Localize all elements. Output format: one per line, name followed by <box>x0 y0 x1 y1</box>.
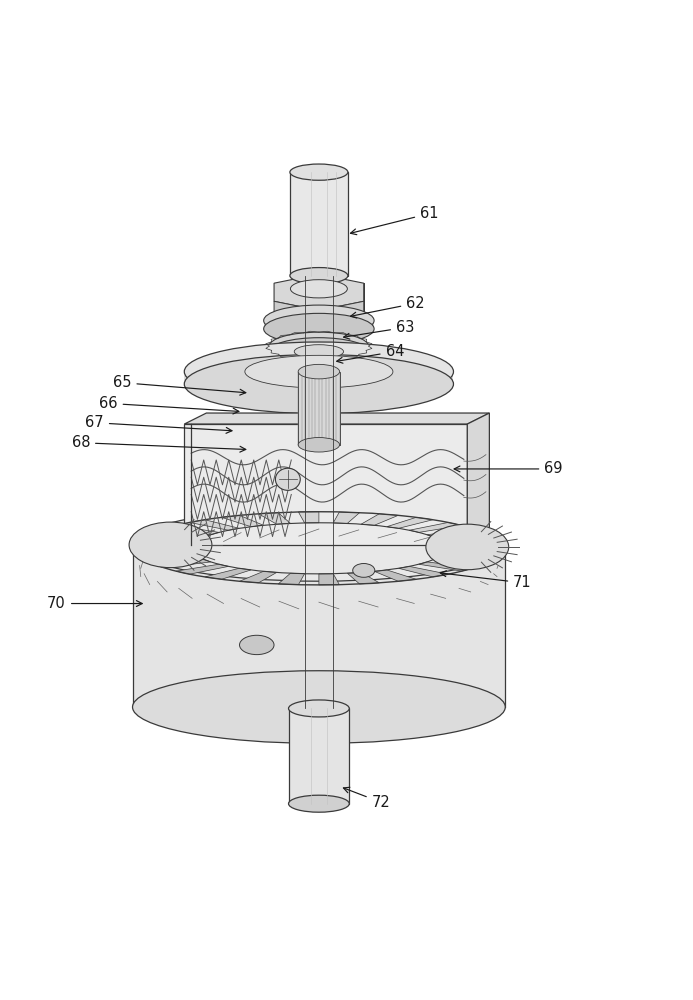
Ellipse shape <box>275 468 300 490</box>
Ellipse shape <box>288 795 349 812</box>
Polygon shape <box>184 372 453 384</box>
Ellipse shape <box>132 671 505 743</box>
Text: 64: 64 <box>337 344 404 363</box>
Ellipse shape <box>426 524 509 570</box>
Text: 70: 70 <box>47 596 142 611</box>
Polygon shape <box>299 512 319 523</box>
Ellipse shape <box>129 522 212 568</box>
Ellipse shape <box>298 438 340 452</box>
Polygon shape <box>176 564 229 574</box>
Ellipse shape <box>290 280 347 298</box>
Polygon shape <box>446 544 502 548</box>
Text: 66: 66 <box>99 396 239 414</box>
Ellipse shape <box>288 700 349 717</box>
Text: 63: 63 <box>344 320 414 339</box>
Ellipse shape <box>295 345 344 359</box>
Polygon shape <box>298 372 340 445</box>
Polygon shape <box>137 540 195 545</box>
Polygon shape <box>409 522 462 532</box>
Polygon shape <box>319 574 340 585</box>
Polygon shape <box>154 559 211 568</box>
Ellipse shape <box>184 342 453 401</box>
Ellipse shape <box>263 305 374 336</box>
Polygon shape <box>141 554 198 560</box>
Polygon shape <box>274 274 364 310</box>
Polygon shape <box>439 536 497 543</box>
Ellipse shape <box>290 164 348 180</box>
Polygon shape <box>184 424 467 545</box>
Polygon shape <box>398 566 448 577</box>
Polygon shape <box>190 520 239 530</box>
Ellipse shape <box>184 354 453 414</box>
Polygon shape <box>184 413 489 424</box>
Ellipse shape <box>132 509 505 581</box>
Text: 69: 69 <box>454 461 563 476</box>
Text: 67: 67 <box>85 415 232 433</box>
Polygon shape <box>258 513 290 524</box>
Polygon shape <box>205 568 251 579</box>
Polygon shape <box>444 551 500 556</box>
Text: 68: 68 <box>71 435 246 452</box>
Text: 62: 62 <box>351 296 425 318</box>
Text: 61: 61 <box>351 206 439 235</box>
Text: 72: 72 <box>344 787 390 810</box>
Ellipse shape <box>245 355 393 388</box>
Polygon shape <box>419 562 474 571</box>
Ellipse shape <box>298 364 340 379</box>
Polygon shape <box>240 571 277 583</box>
Ellipse shape <box>269 338 369 366</box>
Polygon shape <box>288 708 349 804</box>
Text: 71: 71 <box>440 571 532 590</box>
Ellipse shape <box>353 564 375 577</box>
Ellipse shape <box>290 268 348 284</box>
Polygon shape <box>427 529 484 537</box>
Ellipse shape <box>269 332 369 360</box>
Ellipse shape <box>240 635 274 655</box>
Polygon shape <box>222 515 263 527</box>
Polygon shape <box>467 413 489 545</box>
Text: 65: 65 <box>113 375 246 395</box>
Polygon shape <box>136 548 192 552</box>
Polygon shape <box>274 301 319 332</box>
Polygon shape <box>290 172 348 276</box>
Polygon shape <box>361 514 398 525</box>
Polygon shape <box>278 573 305 585</box>
Polygon shape <box>374 570 416 581</box>
Polygon shape <box>387 517 433 528</box>
Ellipse shape <box>263 313 374 344</box>
Polygon shape <box>263 321 374 329</box>
Polygon shape <box>164 526 219 535</box>
Polygon shape <box>333 512 360 523</box>
Polygon shape <box>146 532 204 540</box>
Polygon shape <box>132 545 505 707</box>
Polygon shape <box>319 301 364 332</box>
Polygon shape <box>434 557 491 564</box>
Polygon shape <box>347 572 379 584</box>
